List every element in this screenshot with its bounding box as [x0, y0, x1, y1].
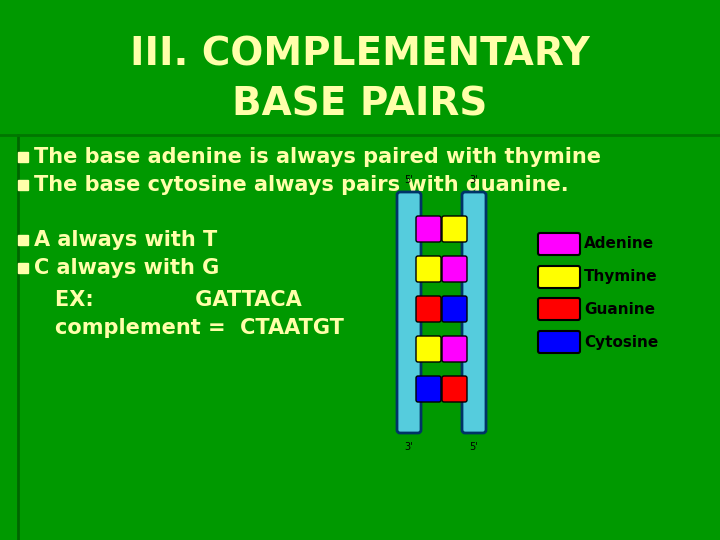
Bar	[18, 152, 28, 162]
Text: C always with G: C always with G	[34, 258, 220, 278]
FancyBboxPatch shape	[442, 216, 467, 242]
Text: EX:              GATTACA: EX: GATTACA	[55, 290, 302, 310]
Text: 5': 5'	[405, 175, 413, 185]
Text: III. COMPLEMENTARY: III. COMPLEMENTARY	[130, 36, 590, 74]
FancyBboxPatch shape	[538, 266, 580, 288]
Bar	[18, 180, 28, 190]
FancyBboxPatch shape	[397, 192, 421, 433]
Text: Adenine: Adenine	[584, 237, 654, 252]
FancyBboxPatch shape	[538, 233, 580, 255]
FancyBboxPatch shape	[442, 376, 467, 402]
Bar	[18, 235, 28, 245]
Bar	[18, 263, 28, 273]
Text: 3': 3'	[405, 442, 413, 452]
FancyBboxPatch shape	[416, 296, 441, 322]
FancyBboxPatch shape	[538, 331, 580, 353]
Text: The base adenine is always paired with thymine: The base adenine is always paired with t…	[34, 147, 601, 167]
FancyBboxPatch shape	[442, 256, 467, 282]
Text: The base cytosine always pairs with guanine.: The base cytosine always pairs with guan…	[34, 175, 569, 195]
Text: 3': 3'	[469, 175, 478, 185]
FancyBboxPatch shape	[442, 336, 467, 362]
Text: complement =  CTAATGT: complement = CTAATGT	[55, 318, 344, 338]
FancyBboxPatch shape	[416, 216, 441, 242]
Text: Guanine: Guanine	[584, 301, 655, 316]
FancyBboxPatch shape	[442, 296, 467, 322]
Text: 5': 5'	[469, 442, 478, 452]
FancyBboxPatch shape	[538, 298, 580, 320]
FancyBboxPatch shape	[462, 192, 486, 433]
Text: Cytosine: Cytosine	[584, 334, 658, 349]
FancyBboxPatch shape	[416, 376, 441, 402]
FancyBboxPatch shape	[416, 336, 441, 362]
FancyBboxPatch shape	[416, 256, 441, 282]
Text: BASE PAIRS: BASE PAIRS	[233, 86, 487, 124]
Text: Thymine: Thymine	[584, 269, 657, 285]
Text: A always with T: A always with T	[34, 230, 217, 250]
